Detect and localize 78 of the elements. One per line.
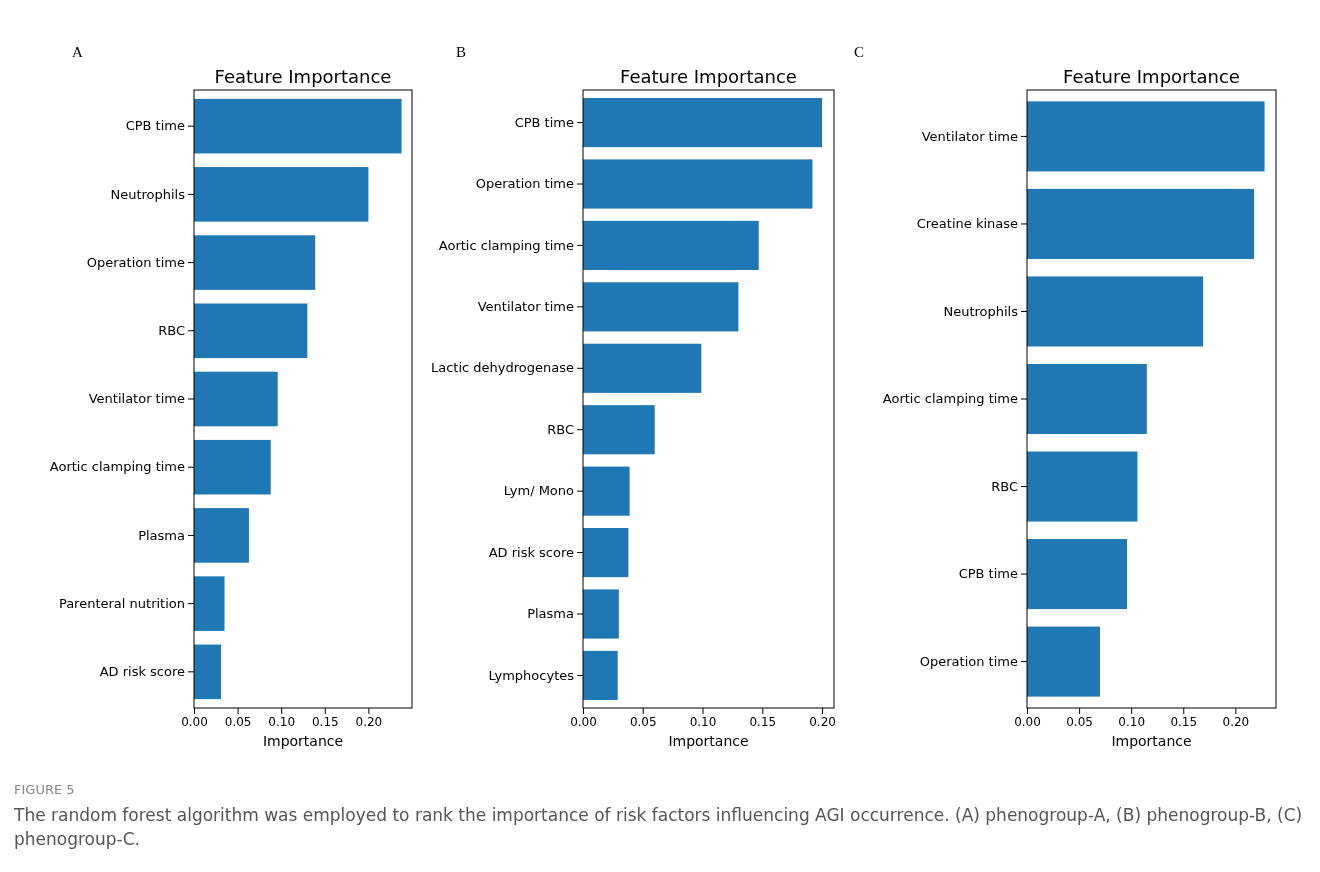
x-tick-label: 0.20 — [809, 714, 836, 729]
x-tick-label: 0.05 — [629, 714, 657, 729]
x-tick-label: 0.20 — [355, 714, 383, 729]
y-tick-label: Plasma — [138, 527, 185, 543]
y-tick-label: Lym/ Mono — [503, 483, 575, 499]
bar — [1027, 101, 1265, 172]
bar — [583, 589, 619, 639]
bar — [583, 650, 618, 701]
bar — [583, 159, 813, 209]
x-tick-label: 0.00 — [570, 714, 597, 729]
caption: FIGURE 5 — [14, 782, 76, 797]
y-tick-label: Ventilator time — [921, 128, 1018, 144]
y-tick-label: Neutrophils — [110, 186, 186, 202]
bar — [194, 303, 308, 359]
text: The random forest algorithm was employed to rank the importance of risk factors influencing AGI occurrence. (A) phenogroup-A, (B) phenogroup-B, (C) phenogroup-C. — [14, 804, 1304, 851]
bar — [194, 98, 402, 154]
y-tick-label: Creatine kinase — [916, 216, 1018, 232]
bar — [583, 343, 702, 393]
chart-title: Feature Importance — [214, 66, 392, 87]
y-tick-label: RBC — [547, 421, 574, 437]
x-tick-label: 0.15 — [749, 714, 777, 729]
y-tick-label: AD risk score — [488, 544, 574, 560]
bar — [583, 97, 823, 148]
bar — [583, 466, 630, 516]
y-tick-label: Ventilator time — [88, 391, 185, 407]
bar — [194, 235, 316, 290]
bar — [194, 576, 225, 631]
x-axis-title: Importance — [668, 733, 749, 749]
x-tick-label: 0.05 — [1066, 714, 1093, 729]
y-tick-label: Operation time — [86, 254, 185, 270]
x-tick-label: 0.00 — [1014, 714, 1041, 729]
bar — [194, 439, 271, 495]
x-tick-label: 0.05 — [224, 714, 252, 729]
y-tick-label: CPB time — [125, 118, 185, 134]
chart-title: Feature Importance — [620, 66, 797, 87]
text: C — [854, 44, 865, 60]
x-tick-label: 0.15 — [311, 714, 339, 729]
bar — [583, 528, 629, 578]
bar — [1027, 539, 1128, 610]
y-tick-label: CPB time — [514, 114, 574, 130]
y-tick-label: Operation time — [919, 653, 1018, 669]
text: B — [456, 44, 467, 60]
bar — [1027, 188, 1255, 259]
bar — [583, 220, 759, 270]
y-tick-label: Aortic clamping time — [882, 391, 1018, 407]
x-tick-label: 0.20 — [1222, 714, 1250, 729]
y-tick-label: Lactic dehydrogenase — [430, 360, 574, 376]
text: A — [72, 44, 83, 60]
x-axis-title: Importance — [262, 733, 344, 749]
y-tick-label: AD risk score — [99, 664, 185, 680]
chart-title: Feature Importance — [1063, 66, 1240, 87]
bar — [194, 644, 222, 700]
y-tick-label: Aortic clamping time — [438, 237, 574, 253]
x-tick-label: 0.10 — [1118, 714, 1146, 729]
y-tick-label: Parenteral nutrition — [58, 595, 185, 611]
bar — [194, 167, 369, 222]
bar — [1027, 276, 1204, 347]
y-tick-label: RBC — [991, 478, 1018, 494]
y-tick-label: Operation time — [475, 176, 574, 192]
bar — [1027, 626, 1100, 697]
bar — [1027, 363, 1147, 435]
bar — [583, 282, 739, 332]
y-tick-label: CPB time — [958, 566, 1018, 582]
y-tick-label: RBC — [158, 322, 185, 338]
x-tick-label: 0.10 — [689, 714, 717, 729]
bar — [1027, 451, 1138, 522]
bar — [583, 405, 655, 455]
bar — [194, 508, 249, 563]
y-tick-label: Ventilator time — [477, 299, 574, 315]
y-tick-label: Lymphocytes — [488, 667, 575, 683]
y-tick-label: Aortic clamping time — [49, 459, 185, 475]
x-axis-title: Importance — [1111, 733, 1192, 749]
y-tick-label: Plasma — [527, 606, 574, 622]
x-tick-label: 0.00 — [181, 714, 208, 729]
y-tick-label: Neutrophils — [943, 303, 1019, 319]
x-tick-label: 0.15 — [1170, 714, 1198, 729]
x-tick-label: 0.10 — [268, 714, 296, 729]
bar — [194, 371, 278, 427]
